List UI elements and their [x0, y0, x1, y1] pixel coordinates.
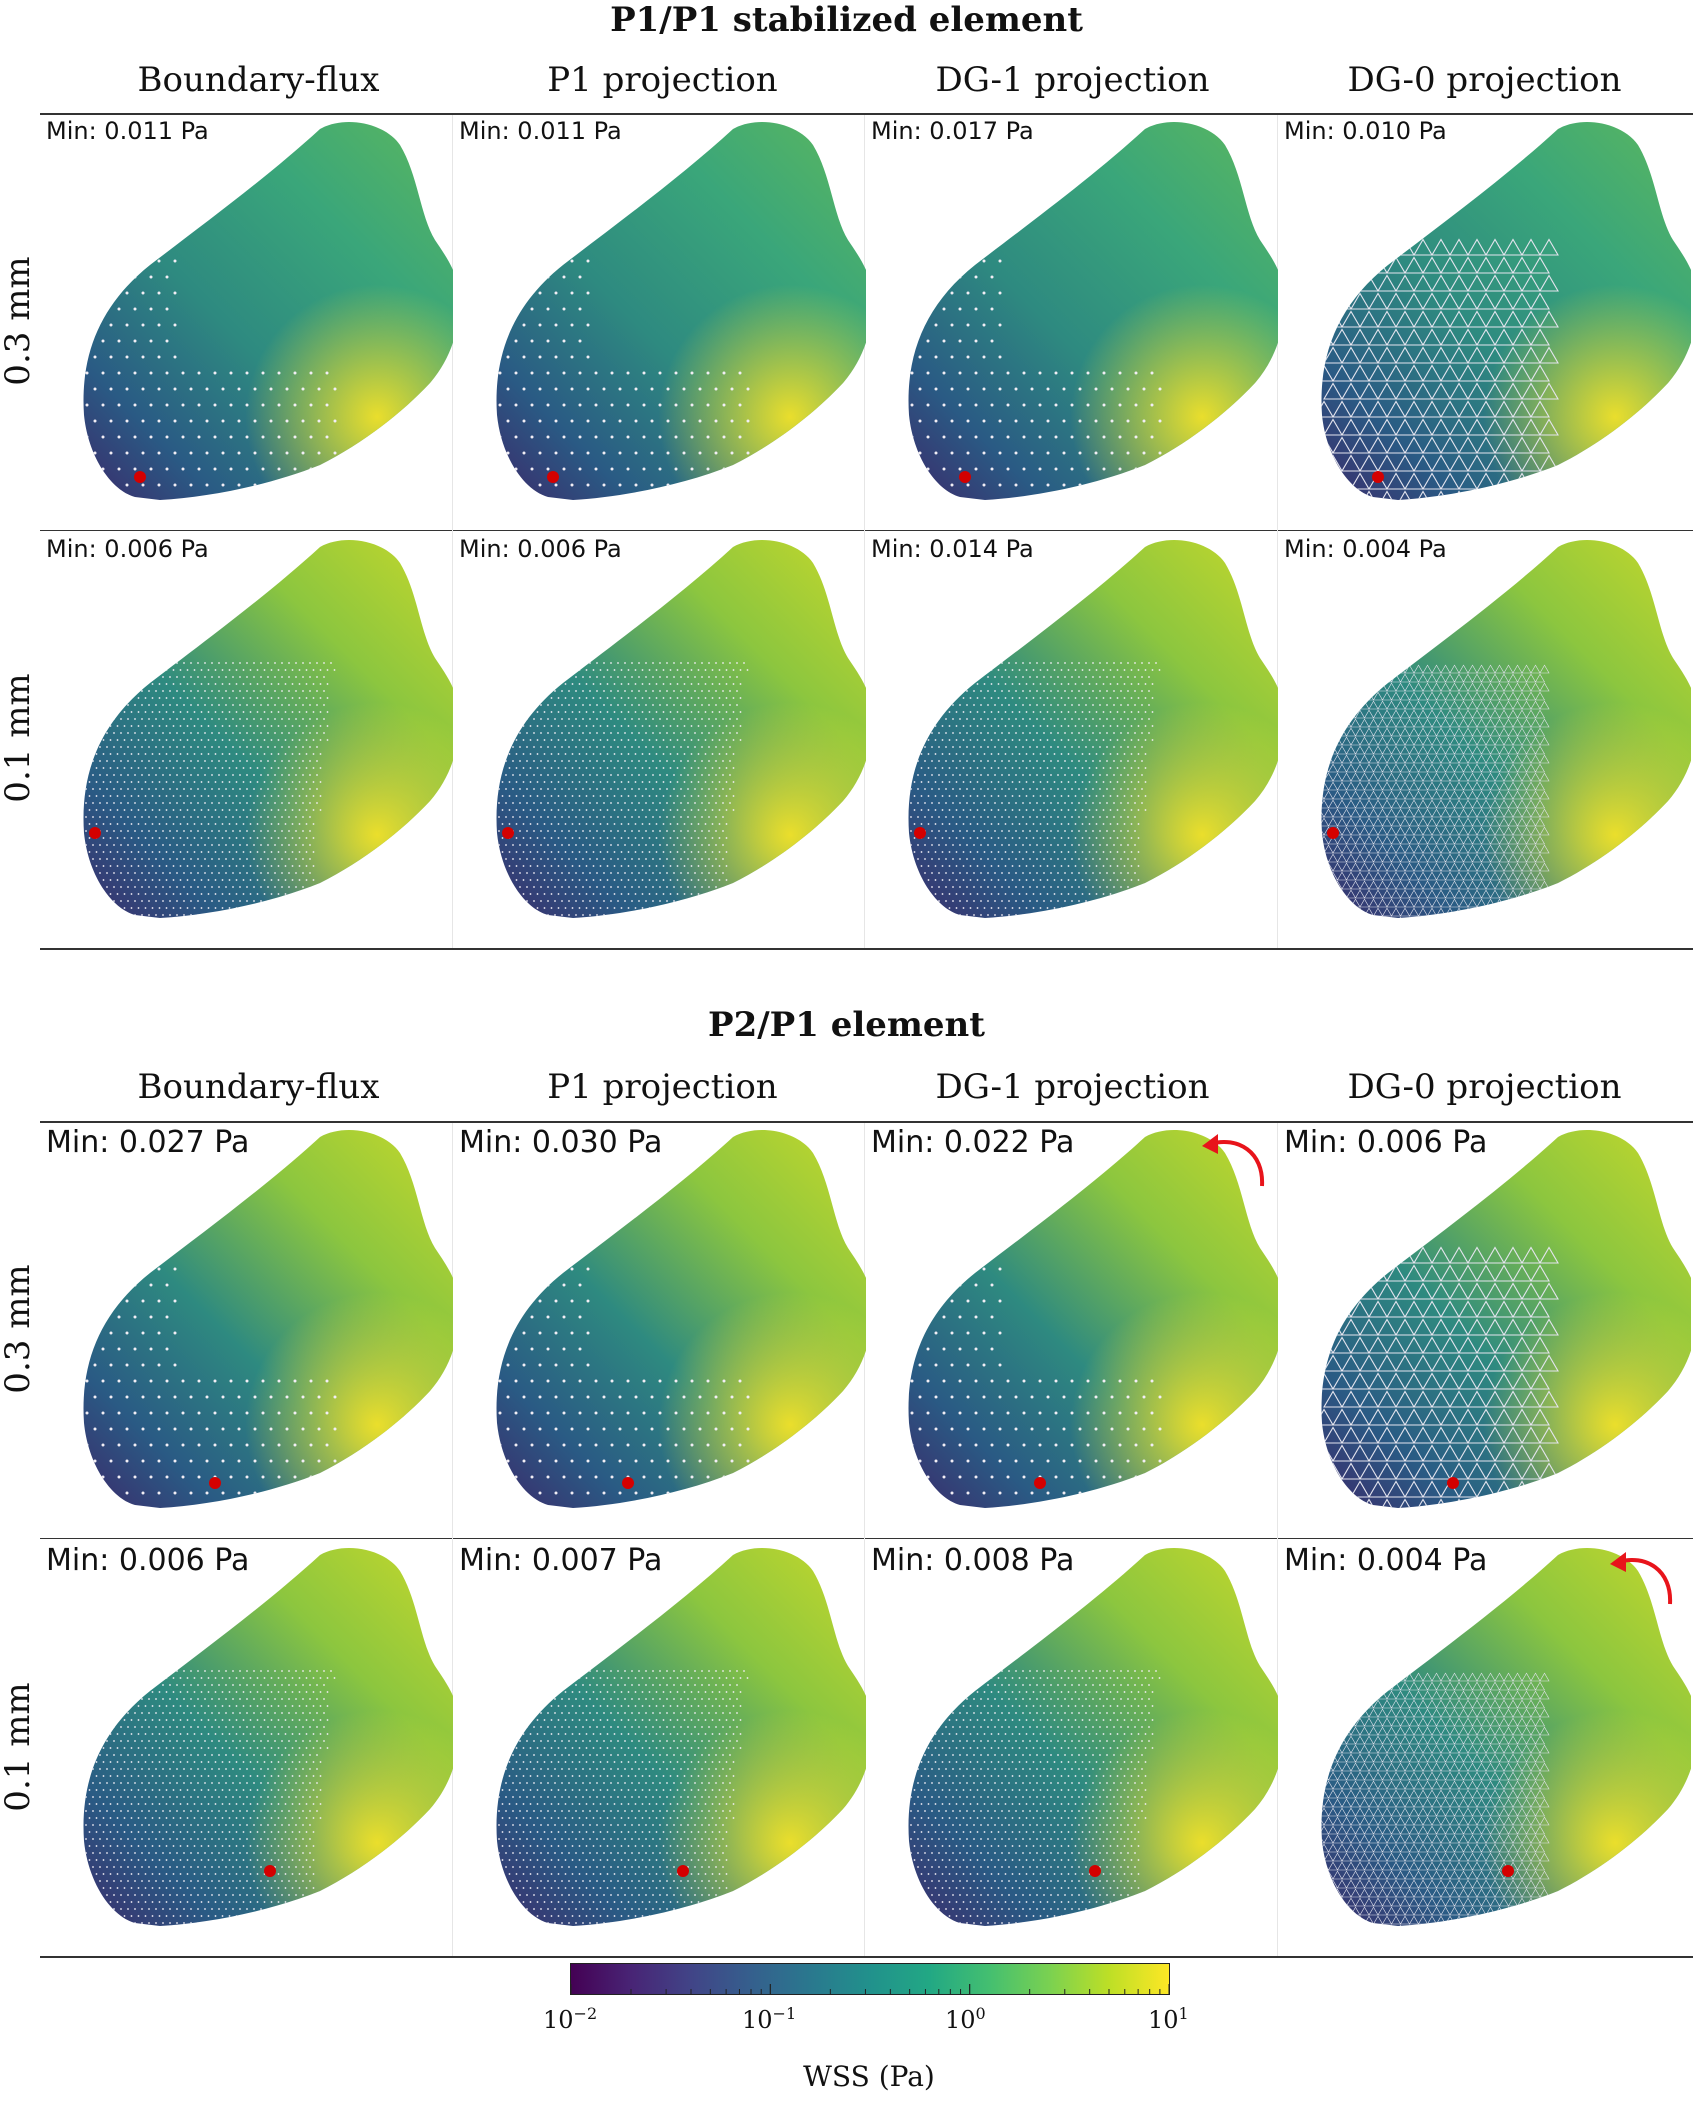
- min-location-marker: [1034, 1477, 1046, 1489]
- aneurysm-surface-render: [1321, 540, 1691, 918]
- wss-surface-panel: Min: 0.006 Pa: [40, 1541, 453, 1955]
- colorbar-tick-label: 101: [1148, 2004, 1189, 2034]
- min-wss-label: Min: 0.006 Pa: [1284, 1125, 1488, 1160]
- min-wss-label: Min: 0.006 Pa: [46, 535, 209, 563]
- row-label-0-1mm: 0.1 mm: [0, 673, 38, 803]
- aneurysm-surface-render: [908, 122, 1278, 500]
- column-separator: [864, 115, 865, 948]
- min-location-marker: [1327, 827, 1339, 839]
- aneurysm-surface-render: [83, 1548, 453, 1926]
- wss-surface-panel: Min: 0.007 Pa: [453, 1541, 866, 1955]
- wss-surface-panel: Min: 0.027 Pa: [40, 1123, 453, 1537]
- column-header-p1-projection-2: P1 projection: [547, 1067, 778, 1107]
- wss-surface-panel: Min: 0.004 Pa: [1278, 1541, 1691, 1955]
- wss-surface-panel: Min: 0.011 Pa: [453, 115, 866, 529]
- min-wss-label: Min: 0.017 Pa: [871, 117, 1034, 145]
- aneurysm-surface-render: [83, 1130, 453, 1508]
- min-location-marker: [134, 471, 146, 483]
- min-location-marker: [1089, 1865, 1101, 1877]
- column-separator: [1277, 1123, 1278, 1956]
- min-wss-label: Min: 0.022 Pa: [871, 1125, 1075, 1160]
- colorbar-tick-label: 10−2: [543, 2004, 598, 2034]
- min-wss-label: Min: 0.006 Pa: [459, 535, 622, 563]
- min-wss-label: Min: 0.011 Pa: [46, 117, 209, 145]
- wss-surface-panel: Min: 0.010 Pa: [1278, 115, 1691, 529]
- column-header-boundary-flux: Boundary-flux: [137, 60, 380, 100]
- aneurysm-surface-render: [496, 122, 866, 500]
- aneurysm-surface-render: [908, 1548, 1278, 1926]
- aneurysm-surface-render: [1321, 1130, 1691, 1508]
- section-2-title: P2/P1 element: [708, 1005, 985, 1045]
- wss-surface-panel: Min: 0.014 Pa: [865, 533, 1278, 947]
- min-wss-label: Min: 0.030 Pa: [459, 1125, 663, 1160]
- annotation-arrow-icon: [1202, 1134, 1265, 1187]
- section-1-title: P1/P1 stabilized element: [610, 0, 1083, 40]
- wss-surface-panel: Min: 0.006 Pa: [40, 533, 453, 947]
- row-label-0-1mm-2: 0.1 mm: [0, 1682, 38, 1812]
- min-location-marker: [677, 1865, 689, 1877]
- min-wss-label: Min: 0.027 Pa: [46, 1125, 250, 1160]
- aneurysm-surface-render: [908, 1130, 1278, 1508]
- aneurysm-surface-render: [908, 540, 1278, 918]
- column-header-p1-projection: P1 projection: [547, 60, 778, 100]
- aneurysm-surface-render: [496, 1130, 866, 1508]
- column-separator: [452, 1123, 453, 1956]
- wss-surface-panel: Min: 0.004 Pa: [1278, 533, 1691, 947]
- min-location-marker: [914, 827, 926, 839]
- annotation-arrow-icon: [1610, 1552, 1673, 1605]
- colorbar-tick-label: 10−1: [742, 2004, 797, 2034]
- colorbar-label: WSS (Pa): [803, 2060, 935, 2093]
- min-location-marker: [502, 827, 514, 839]
- colorbar-tick-label: 100: [945, 2004, 986, 2034]
- wss-surface-panel: Min: 0.006 Pa: [1278, 1123, 1691, 1537]
- min-location-marker: [89, 827, 101, 839]
- section-2-bottom-rule: [40, 1956, 1693, 1958]
- column-separator: [452, 115, 453, 948]
- min-location-marker: [547, 471, 559, 483]
- aneurysm-surface-render: [83, 540, 453, 918]
- min-wss-label: Min: 0.006 Pa: [46, 1543, 250, 1578]
- aneurysm-surface-render: [1321, 122, 1691, 500]
- aneurysm-surface-render: [496, 1548, 866, 1926]
- min-location-marker: [209, 1477, 221, 1489]
- aneurysm-surface-render: [496, 540, 866, 918]
- column-header-dg0-projection: DG-0 projection: [1347, 60, 1622, 100]
- column-header-dg1-projection: DG-1 projection: [935, 60, 1210, 100]
- row-label-0-3mm-2: 0.3 mm: [0, 1264, 38, 1394]
- wss-surface-panel: Min: 0.006 Pa: [453, 533, 866, 947]
- min-wss-label: Min: 0.008 Pa: [871, 1543, 1075, 1578]
- wss-surface-panel: Min: 0.017 Pa: [865, 115, 1278, 529]
- min-wss-label: Min: 0.010 Pa: [1284, 117, 1447, 145]
- min-location-marker: [622, 1477, 634, 1489]
- min-wss-label: Min: 0.007 Pa: [459, 1543, 663, 1578]
- wss-surface-panel: Min: 0.008 Pa: [865, 1541, 1278, 1955]
- section-1-top-rule: [40, 113, 1693, 115]
- section-2-top-rule: [40, 1121, 1693, 1123]
- min-location-marker: [1447, 1477, 1459, 1489]
- section-1-row-rule: [40, 530, 1693, 531]
- colorbar: [570, 1963, 1170, 1995]
- wss-surface-panel: Min: 0.022 Pa: [865, 1123, 1278, 1537]
- min-location-marker: [959, 471, 971, 483]
- min-wss-label: Min: 0.004 Pa: [1284, 535, 1447, 563]
- min-wss-label: Min: 0.014 Pa: [871, 535, 1034, 563]
- min-wss-label: Min: 0.011 Pa: [459, 117, 622, 145]
- wss-surface-panel: Min: 0.030 Pa: [453, 1123, 866, 1537]
- column-header-boundary-flux-2: Boundary-flux: [137, 1067, 380, 1107]
- section-2-row-rule: [40, 1538, 1693, 1539]
- aneurysm-surface-render: [83, 122, 453, 500]
- column-separator: [864, 1123, 865, 1956]
- min-location-marker: [264, 1865, 276, 1877]
- wss-surface-panel: Min: 0.011 Pa: [40, 115, 453, 529]
- min-location-marker: [1372, 471, 1384, 483]
- aneurysm-surface-render: [1321, 1548, 1691, 1926]
- column-separator: [1277, 115, 1278, 948]
- min-location-marker: [1502, 1865, 1514, 1877]
- row-label-0-3mm: 0.3 mm: [0, 256, 38, 386]
- min-wss-label: Min: 0.004 Pa: [1284, 1543, 1488, 1578]
- column-header-dg0-projection-2: DG-0 projection: [1347, 1067, 1622, 1107]
- section-1-bottom-rule: [40, 948, 1693, 950]
- column-header-dg1-projection-2: DG-1 projection: [935, 1067, 1210, 1107]
